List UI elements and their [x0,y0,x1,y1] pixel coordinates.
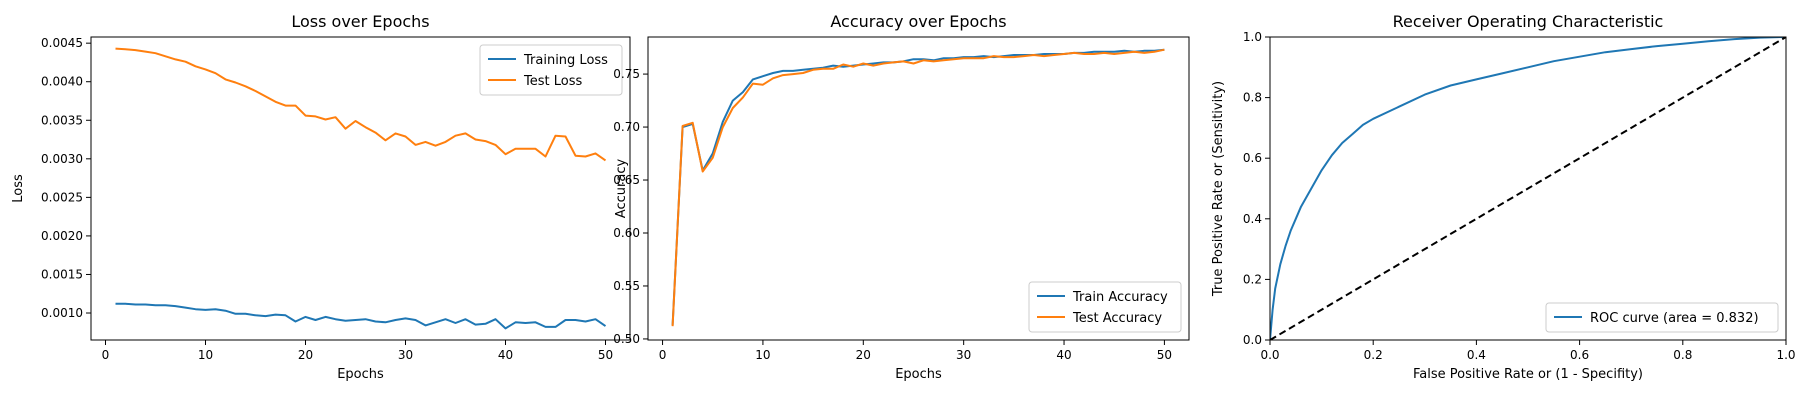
y-tick-label: 0.70 [613,120,640,134]
x-tick-label: 50 [598,348,613,362]
y-tick-label: 1.0 [1243,30,1262,44]
x-tick-label: 10 [755,348,770,362]
y-tick-label: 0.65 [613,173,640,187]
y-tick-label: 0.0040 [41,75,83,89]
series-line-roc-curve-area-0-832- [1270,37,1786,340]
accuracy-chart: Accuracy over Epochs 0 10 20 30 40 50 0.50 0.55 0… [613,12,1190,382]
y-tick-label: 0.50 [613,332,640,346]
x-tick-label: 0.6 [1570,348,1589,362]
x-tick-label: 40 [498,348,513,362]
x-axis-label: False Positive Rate or (1 - Specifity) [1413,367,1643,382]
x-tick-label: 50 [1157,348,1172,362]
x-tick-label: 30 [956,348,971,362]
y-axis-label: Accuracy [614,159,629,219]
plot-frame [647,36,1190,341]
x-tick-label: 20 [298,348,313,362]
chart-title: Receiver Operating Characteristic [1393,12,1664,31]
y-tick-label: 0.6 [1243,151,1262,165]
legend: ROC curve (area = 0.832) [1545,302,1779,333]
legend-box [479,44,623,96]
roc-chart: Receiver Operating Characteristic 0.0 0.2 0… [1211,12,1796,382]
plot-frame [1269,36,1787,341]
series-line-test-loss [115,47,607,162]
y-tick-label: 0.55 [613,279,640,293]
legend-box [1028,281,1182,333]
x-axis-label: Epochs [895,367,942,382]
series-group [671,48,1165,327]
legend: Training Loss Test Loss [479,44,623,96]
x-tick-label: 20 [856,348,871,362]
y-tick-label: 0.4 [1243,212,1262,226]
x-tick-label: 0.0 [1260,348,1279,362]
y-tick-label: 0.0035 [41,113,83,127]
chance-diagonal-line [1270,37,1786,340]
y-tick-label: 0.0045 [41,36,83,50]
y-tick-label: 0.8 [1243,91,1262,105]
x-tick-label: 10 [198,348,213,362]
legend-label: Train Accuracy [1072,290,1168,305]
loss-chart: Loss over Epochs 0 10 20 30 40 50 0.0010 0.0015 0… [11,12,631,382]
y-axis-label: Loss [11,174,26,203]
x-tick-label: 40 [1056,348,1071,362]
series-line-training-loss [115,302,607,330]
series-group [1270,37,1786,340]
y-tick-label: 0.0015 [41,267,83,281]
legend-label: Training Loss [523,53,608,68]
x-tick-label: 30 [398,348,413,362]
chart-title: Accuracy over Epochs [830,12,1006,31]
y-tick-label: 0.0 [1243,333,1262,347]
y-tick-label: 0.0020 [41,229,83,243]
x-tick-label: 0.8 [1673,348,1692,362]
x-tick-label: 0 [102,348,110,362]
legend-label: ROC curve (area = 0.832) [1590,311,1759,326]
series-group [115,47,607,330]
y-axis-label: True Positive Rate or (Sensitivity) [1211,81,1226,297]
series-line-test-accuracy [671,48,1165,327]
legend-box [1545,302,1779,333]
y-tick-label: 0.2 [1243,272,1262,286]
y-tick-label: 0.0025 [41,190,83,204]
y-tick-label: 0.60 [613,226,640,240]
x-tick-label: 0.2 [1364,348,1383,362]
chart-title: Loss over Epochs [291,12,429,31]
x-tick-label: 1.0 [1776,348,1795,362]
plot-frame [90,36,631,341]
legend-label: Test Loss [523,74,582,89]
y-tick-label: 0.0030 [41,152,83,166]
y-tick-label: 0.75 [613,67,640,81]
x-axis-label: Epochs [337,367,384,382]
y-tick-label: 0.0010 [41,306,83,320]
legend-label: Test Accuracy [1072,311,1162,326]
x-tick-label: 0 [659,348,667,362]
legend: Train Accuracy Test Accuracy [1028,281,1182,333]
x-tick-label: 0.4 [1467,348,1486,362]
